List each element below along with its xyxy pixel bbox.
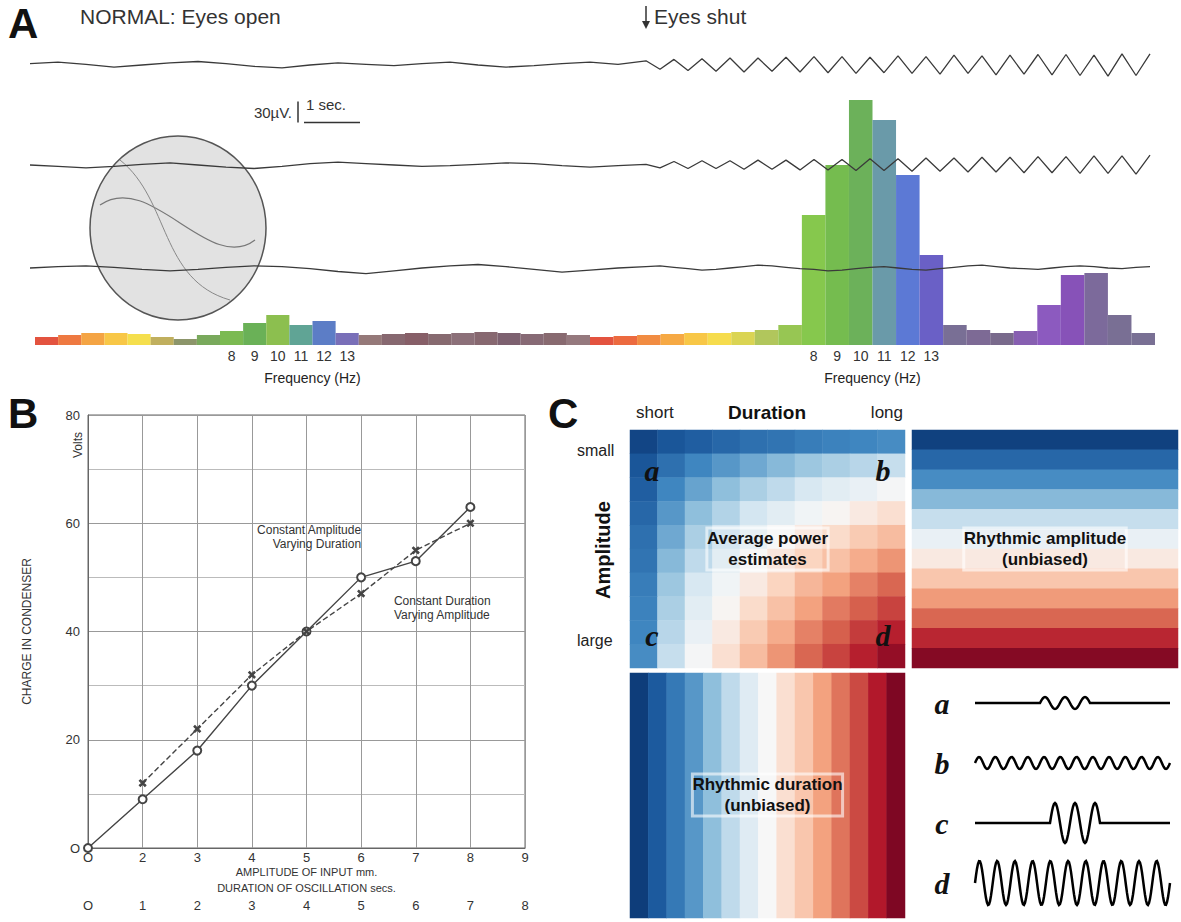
svg-text:6: 6 — [412, 898, 419, 913]
svg-text:30µV.: 30µV. — [254, 104, 292, 121]
svg-text:a: a — [935, 687, 950, 720]
svg-text:3: 3 — [248, 898, 255, 913]
svg-text:Varying Duration: Varying Duration — [273, 537, 362, 551]
svg-text:2: 2 — [139, 850, 146, 865]
svg-text:8: 8 — [810, 348, 818, 364]
svg-text:6: 6 — [358, 850, 365, 865]
svg-text:5: 5 — [303, 850, 310, 865]
svg-text:13: 13 — [339, 348, 355, 364]
svg-text:10: 10 — [853, 348, 869, 364]
svg-text:5: 5 — [358, 898, 365, 913]
svg-text:9: 9 — [833, 348, 841, 364]
svg-text:A: A — [8, 0, 38, 47]
svg-text:short: short — [636, 403, 674, 422]
svg-text:12: 12 — [316, 348, 332, 364]
svg-text:11: 11 — [294, 348, 309, 364]
svg-text:Duration: Duration — [728, 402, 806, 423]
svg-text:8: 8 — [228, 348, 236, 364]
svg-text:O: O — [83, 850, 93, 865]
svg-text:7: 7 — [412, 850, 419, 865]
svg-text:Constant Amplitude: Constant Amplitude — [257, 523, 361, 537]
svg-text:(unbiased): (unbiased) — [725, 796, 811, 815]
svg-text:40: 40 — [66, 624, 80, 639]
svg-text:Constant Duration: Constant Duration — [394, 594, 491, 608]
svg-text:C: C — [548, 390, 578, 437]
svg-text:1: 1 — [139, 898, 146, 913]
svg-text:1 sec.: 1 sec. — [306, 96, 346, 113]
svg-text:a: a — [645, 454, 660, 487]
svg-text:b: b — [876, 454, 891, 487]
svg-text:O: O — [70, 841, 80, 856]
svg-text:Rhythmic duration: Rhythmic duration — [692, 775, 842, 794]
svg-text:4: 4 — [248, 850, 255, 865]
svg-text:7: 7 — [467, 898, 474, 913]
svg-text:4: 4 — [303, 898, 310, 913]
svg-text:8: 8 — [521, 898, 528, 913]
svg-text:small: small — [577, 442, 614, 459]
svg-text:12: 12 — [900, 348, 916, 364]
svg-text:60: 60 — [66, 516, 80, 531]
svg-text:Average power: Average power — [707, 529, 829, 548]
svg-text:Varying Amplitude: Varying Amplitude — [394, 608, 490, 622]
svg-text:9: 9 — [251, 348, 259, 364]
svg-text:3: 3 — [194, 850, 201, 865]
svg-text:O: O — [83, 898, 93, 913]
svg-text:b: b — [935, 747, 950, 780]
svg-text:NORMAL: Eyes open: NORMAL: Eyes open — [80, 5, 281, 28]
svg-text:13: 13 — [924, 348, 940, 364]
svg-text:c: c — [935, 807, 948, 840]
svg-text:Frequency (Hz): Frequency (Hz) — [824, 370, 920, 386]
svg-text:2: 2 — [194, 898, 201, 913]
svg-text:Volts: Volts — [71, 432, 85, 458]
svg-text:Frequency (Hz): Frequency (Hz) — [264, 370, 360, 386]
svg-text:9: 9 — [521, 850, 528, 865]
svg-text:B: B — [8, 390, 38, 437]
svg-text:estimates: estimates — [728, 550, 806, 569]
svg-text:large: large — [577, 632, 613, 649]
svg-text:DURATION OF OSCILLATION secs.: DURATION OF OSCILLATION secs. — [217, 882, 396, 894]
svg-text:Eyes shut: Eyes shut — [654, 5, 746, 28]
svg-text:(unbiased): (unbiased) — [1002, 550, 1088, 569]
svg-text:Amplitude: Amplitude — [592, 501, 614, 599]
svg-text:CHARGE IN CONDENSER: CHARGE IN CONDENSER — [20, 558, 34, 705]
svg-text:8: 8 — [467, 850, 474, 865]
svg-text:d: d — [935, 867, 951, 900]
svg-text:AMPLITUDE OF INPUT mm.: AMPLITUDE OF INPUT mm. — [236, 866, 378, 878]
svg-text:11: 11 — [877, 348, 892, 364]
svg-text:20: 20 — [66, 732, 80, 747]
svg-text:long: long — [871, 403, 903, 422]
svg-text:c: c — [645, 619, 658, 652]
svg-text:10: 10 — [270, 348, 286, 364]
svg-text:d: d — [876, 619, 892, 652]
svg-text:Rhythmic amplitude: Rhythmic amplitude — [964, 529, 1126, 548]
svg-text:80: 80 — [66, 408, 80, 423]
